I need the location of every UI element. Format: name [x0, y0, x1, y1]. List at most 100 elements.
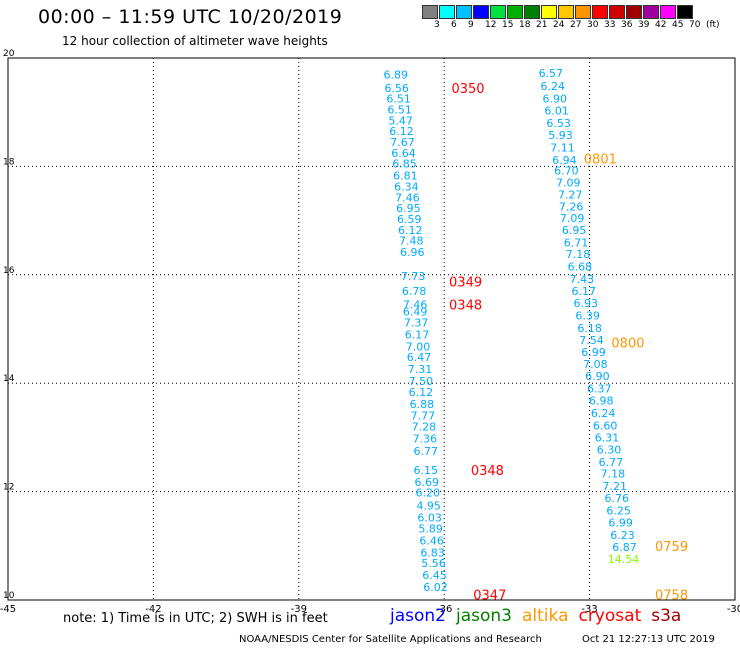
legend-label: 33 — [604, 20, 616, 30]
satellite-jason3: jason3 — [456, 606, 512, 626]
x-tick-label: -30 — [727, 604, 740, 615]
swh-value: 6.68 — [568, 261, 593, 274]
swh-value: 7.43 — [570, 273, 595, 286]
swh-value: 7.46 — [395, 191, 420, 204]
legend-swatch — [422, 5, 438, 19]
legend-swatch — [524, 5, 540, 19]
swh-value: 6.46 — [419, 534, 444, 547]
pass-time-label: 0800 — [611, 337, 644, 352]
x-tick-label: -45 — [0, 604, 16, 615]
swh-value: 7.11 — [550, 141, 575, 154]
swh-value: 6.12 — [398, 224, 423, 237]
swh-value: 6.81 — [393, 170, 418, 183]
y-tick-label: 14 — [3, 374, 15, 384]
legend-swatch — [473, 5, 489, 19]
swh-value: 6.45 — [422, 569, 447, 582]
x-tick-label: -36 — [436, 604, 452, 615]
swh-value: 7.31 — [408, 363, 433, 376]
swh-value: 6.12 — [389, 125, 414, 138]
legend-label: 6 — [451, 20, 457, 30]
swh-value: 7.00 — [406, 340, 431, 353]
pass-time-label: 0350 — [451, 82, 484, 97]
legend-label: 36 — [621, 20, 633, 30]
footer-timestamp: Oct 21 12:27:13 UTC 2019 — [582, 634, 715, 645]
swh-value: 6.17 — [572, 285, 597, 298]
legend-label: 3 — [434, 20, 440, 30]
note-text: note: 1) Time is in UTC; 2) SWH is in fe… — [63, 611, 328, 626]
y-tick-label: 16 — [3, 266, 15, 276]
swh-value: 6.01 — [544, 105, 569, 118]
swh-value: 7.67 — [390, 136, 415, 149]
swh-value: 6.15 — [414, 464, 439, 477]
swh-value: 7.18 — [566, 248, 591, 261]
x-tick-label: -42 — [145, 604, 161, 615]
swh-value: 6.99 — [608, 516, 633, 529]
legend-swatch — [558, 5, 574, 19]
swh-value: 7.37 — [404, 316, 429, 329]
swh-value: 7.46 — [403, 299, 428, 312]
swh-value: 14.54 — [608, 553, 640, 566]
footer-credit: NOAA/NESDIS Center for Satellite Applica… — [239, 634, 542, 645]
map-frame — [7, 57, 736, 601]
swh-value: 7.54 — [579, 334, 604, 347]
swh-value: 7.77 — [411, 410, 436, 423]
swh-value: 6.94 — [552, 154, 577, 167]
legend-label: 21 — [536, 20, 548, 30]
swh-value: 6.96 — [400, 246, 425, 259]
satellite-cryosat: cryosat — [578, 606, 642, 626]
swh-value: 7.50 — [409, 375, 434, 388]
satellite-legend: jason2 jason3 altika cryosat s3a — [390, 606, 681, 626]
pass-time-label: 0347 — [473, 589, 506, 604]
swh-value: 6.70 — [554, 165, 579, 178]
swh-value: 6.77 — [414, 445, 439, 458]
swh-value: 6.30 — [597, 443, 622, 456]
swh-value: 5.93 — [548, 129, 573, 142]
legend-swatch — [677, 5, 693, 19]
legend-swatch — [456, 5, 472, 19]
swh-value: 7.28 — [412, 421, 437, 434]
legend-label: 9 — [468, 20, 474, 30]
swh-value: 7.48 — [399, 235, 424, 248]
swh-value: 6.49 — [403, 306, 428, 319]
pass-time-label: 0758 — [655, 589, 688, 604]
swh-value: 6.71 — [564, 236, 589, 249]
swh-value: 6.78 — [402, 285, 427, 298]
x-tick-label: -33 — [581, 604, 597, 615]
swh-value: 6.64 — [391, 147, 416, 160]
swh-value: 6.95 — [562, 224, 587, 237]
map-title: 00:00 – 11:59 UTC 10/20/2019 — [38, 6, 343, 28]
legend-label: 30 — [587, 20, 599, 30]
legend-swatch — [609, 5, 625, 19]
legend-label: 15 — [502, 20, 514, 30]
swh-value: 7.09 — [556, 177, 581, 190]
swh-value: 6.57 — [539, 67, 564, 80]
swh-value: 6.18 — [577, 322, 602, 335]
swh-value: 6.51 — [387, 103, 412, 116]
swh-value: 6.24 — [541, 80, 566, 93]
swh-value: 6.02 — [423, 581, 448, 594]
y-tick-label: 12 — [3, 483, 14, 493]
satellite-s3a: s3a — [651, 606, 682, 626]
swh-value: 6.95 — [396, 202, 421, 215]
y-tick-label: 10 — [3, 591, 15, 601]
swh-value: 6.31 — [595, 431, 620, 444]
swh-value: 6.77 — [599, 456, 624, 469]
swh-value: 6.69 — [415, 476, 440, 489]
swh-value: 6.03 — [417, 512, 442, 525]
swh-value: 6.47 — [407, 351, 432, 364]
swh-value: 7.21 — [603, 480, 628, 493]
legend-swatches — [422, 5, 694, 19]
legend-swatch — [626, 5, 642, 19]
legend-label: 18 — [519, 20, 531, 30]
y-tick-label: 20 — [3, 49, 15, 59]
swh-value: 6.89 — [383, 68, 408, 81]
legend-label: 42 — [655, 20, 667, 30]
color-legend: 3 6 9 12 15 18 21 24 27 30 33 36 39 42 45 70 (ft) — [422, 5, 720, 33]
swh-value: 6.98 — [589, 395, 614, 408]
swh-value: 6.85 — [392, 158, 417, 171]
swh-value: 6.93 — [573, 297, 598, 310]
legend-swatch — [592, 5, 608, 19]
swh-value: 6.56 — [384, 82, 409, 95]
pass-time-label: 0801 — [584, 152, 617, 167]
swh-value: 7.73 — [401, 270, 426, 283]
